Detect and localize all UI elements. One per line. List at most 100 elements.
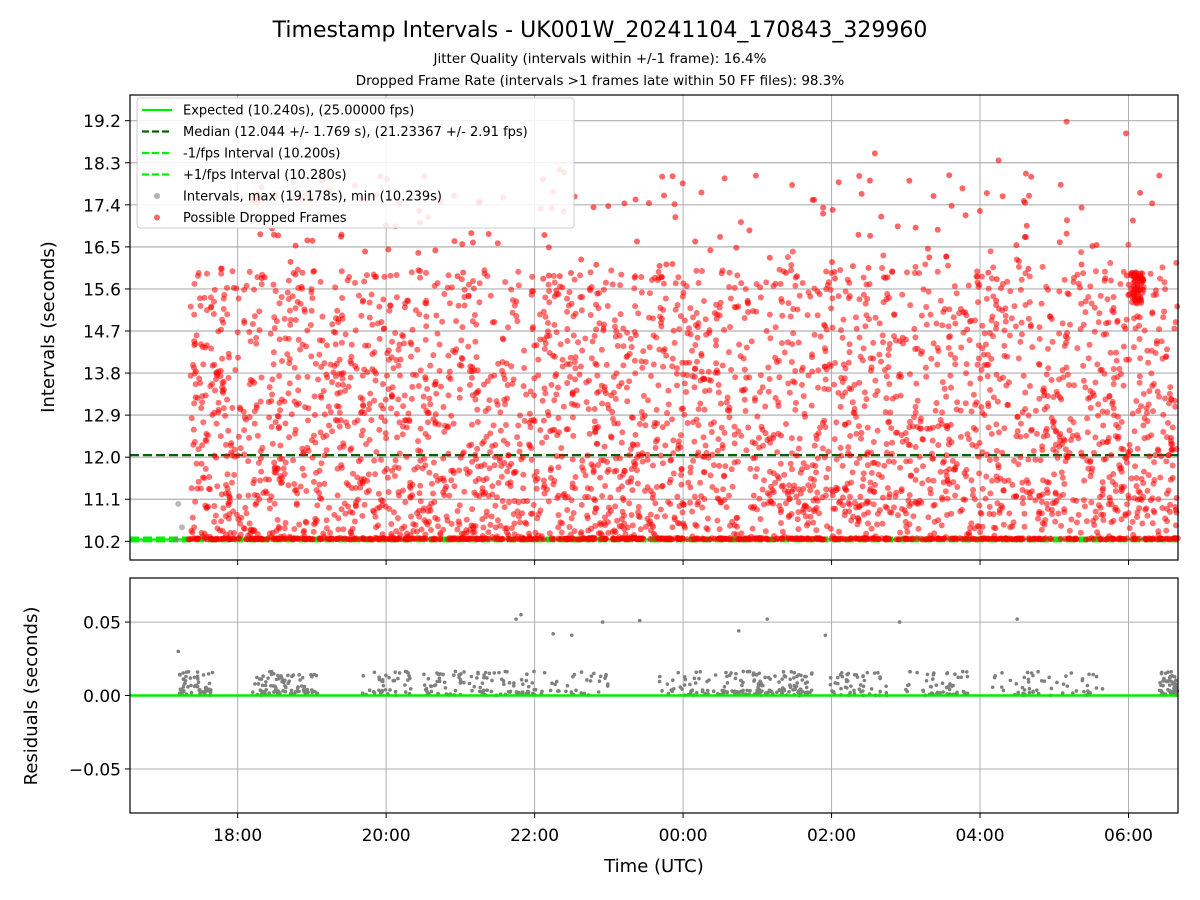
dropped-frame-point	[945, 344, 952, 351]
dropped-frame-point	[823, 326, 830, 333]
dropped-frame-point	[778, 483, 785, 490]
dropped-frame-point	[1041, 392, 1048, 399]
dropped-frame-point	[1120, 446, 1127, 453]
dropped-frame-point	[448, 477, 455, 484]
dropped-frame-point	[324, 374, 331, 381]
dropped-frame-point	[539, 439, 546, 446]
dropped-frame-point	[605, 504, 612, 511]
residual-point	[721, 691, 726, 695]
dropped-frame-point	[563, 426, 570, 433]
dropped-frame-point	[489, 483, 496, 490]
dropped-frame-point	[389, 338, 396, 345]
dropped-frame-point	[888, 269, 895, 276]
dropped-frame-point	[863, 396, 870, 403]
dropped-frame-point	[598, 531, 605, 538]
dropped-frame-point	[423, 269, 430, 276]
dropped-frame-point	[720, 486, 727, 493]
dropped-frame-point	[224, 471, 231, 478]
dropped-frame-point	[291, 526, 298, 533]
dropped-frame-point	[371, 397, 378, 404]
dropped-frame-point	[1063, 339, 1070, 346]
dropped-frame-point	[665, 498, 672, 505]
dropped-frame-point	[1144, 347, 1151, 354]
residual-point	[670, 678, 675, 683]
dropped-frame-point	[450, 420, 457, 427]
dropped-frame-point	[1147, 270, 1154, 277]
dropped-frame-point	[1171, 535, 1178, 542]
dropped-frame-point	[679, 405, 686, 412]
dropped-frame-point	[785, 380, 792, 387]
dropped-frame-point	[823, 268, 830, 275]
residual-point	[442, 680, 447, 685]
residual-point	[482, 688, 486, 693]
dropped-frame-point	[1017, 338, 1024, 345]
dropped-frame-point	[912, 403, 919, 410]
residual-point	[177, 672, 182, 677]
dropped-frame-point	[605, 510, 612, 517]
dropped-frame-point	[1072, 535, 1079, 542]
dropped-frame-point	[948, 202, 955, 209]
dropped-frame-point	[993, 421, 1000, 428]
residual-point	[553, 682, 557, 687]
dropped-frame-point	[1061, 509, 1068, 516]
dropped-frame-point	[923, 321, 930, 328]
dropped-frame-point	[258, 281, 265, 288]
dropped-frame-point	[1062, 446, 1069, 453]
dropped-frame-point	[1129, 410, 1136, 417]
dropped-frame-point	[247, 527, 254, 534]
dropped-frame-point	[886, 491, 893, 498]
residuals-panel: −0.050.000.05 18:00 20:00 22:00 00:00 02:00 0…	[21, 577, 1180, 877]
dropped-frame-point	[1082, 298, 1089, 305]
residual-point	[1031, 673, 1035, 678]
residual-point	[525, 672, 529, 677]
residual-point	[470, 688, 474, 693]
dropped-frame-point	[783, 269, 790, 276]
dropped-frame-point	[993, 276, 1000, 283]
dropped-frame-point	[191, 311, 198, 318]
dropped-frame-point	[469, 368, 476, 375]
dropped-frame-point	[726, 535, 733, 542]
dropped-frame-point	[815, 384, 822, 391]
dropped-frame-point	[219, 316, 226, 323]
dropped-frame-point	[618, 483, 625, 490]
residual-point	[1014, 682, 1019, 686]
residual-point	[782, 674, 787, 678]
dropped-frame-point	[666, 479, 673, 486]
dropped-frame-point	[374, 505, 381, 512]
dropped-frame-point	[233, 511, 240, 518]
residual-point	[964, 670, 969, 674]
dropped-frame-point	[291, 480, 298, 487]
dropped-frame-point	[635, 503, 642, 510]
dropped-frame-point	[589, 338, 596, 345]
dropped-frame-point	[1110, 293, 1117, 300]
dropped-frame-point	[1040, 477, 1047, 484]
dropped-frame-point	[496, 457, 503, 464]
dropped-frame-point	[939, 379, 946, 386]
dropped-frame-point	[1038, 499, 1045, 506]
residual-point	[680, 687, 684, 691]
dropped-frame-point	[355, 458, 362, 465]
dropped-frame-point	[597, 474, 604, 481]
residual-point	[186, 669, 191, 674]
dropped-frame-point	[417, 425, 424, 432]
residual-point	[865, 670, 870, 675]
dropped-frame-point	[241, 319, 248, 326]
dropped-frame-point	[810, 519, 817, 526]
residual-point	[800, 678, 805, 682]
dropped-frame-point	[387, 302, 394, 309]
dropped-frame-point	[446, 300, 453, 307]
dropped-frame-point	[423, 323, 430, 330]
residual-point	[306, 690, 310, 695]
dropped-frame-point	[1047, 535, 1054, 542]
dropped-frame-point	[886, 509, 893, 516]
dropped-frame-point	[366, 299, 373, 306]
residual-point	[930, 677, 935, 681]
dropped-frame-point	[1013, 493, 1020, 500]
dropped-frame-point	[906, 177, 913, 184]
dropped-frame-point	[687, 469, 694, 476]
dropped-frame-point	[982, 495, 989, 502]
dropped-frame-point	[820, 204, 827, 211]
dropped-frame-point	[777, 280, 784, 287]
dropped-frame-point	[870, 501, 877, 508]
dropped-frame-point	[363, 489, 370, 496]
